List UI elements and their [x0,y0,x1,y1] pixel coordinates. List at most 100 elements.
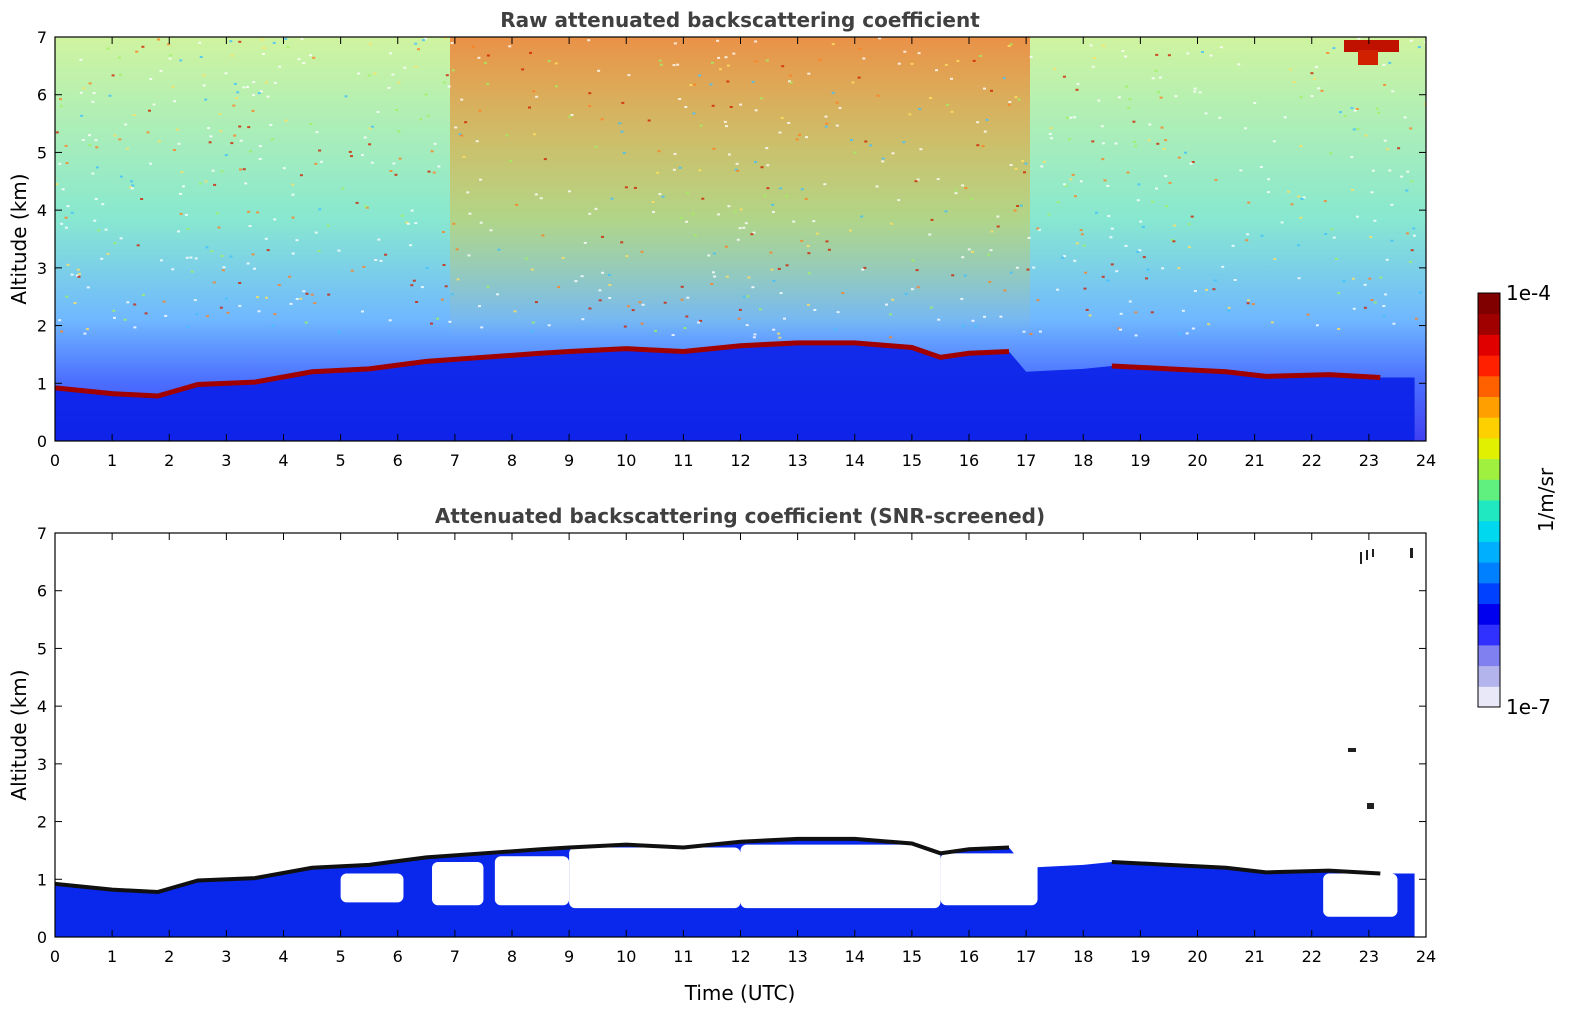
noise-speck [1218,116,1222,119]
noise-speck [1237,63,1241,66]
colorbar-segment [1478,644,1500,667]
bottom-panel-title: Attenuated backscattering coefficient (S… [435,504,1045,528]
top-x-tick-label: 15 [902,451,922,470]
top-heatmap-warm-region [450,37,1030,337]
noise-speck [1324,233,1328,236]
noise-speck [1036,299,1040,302]
noise-speck [656,171,660,174]
noise-speck [1379,276,1383,279]
noise-speck [259,90,263,93]
noise-speck [1117,96,1121,99]
noise-speck [891,298,895,301]
colorbar-segment [1478,562,1500,584]
noise-speck [738,227,742,230]
bot-x-tick-label: 11 [673,947,693,966]
noise-speck [83,332,87,335]
noise-speck [384,253,388,256]
noise-speck [838,107,842,110]
noise-speck [1326,52,1330,54]
noise-speck [987,253,990,256]
colorbar-segment [1478,603,1500,625]
noise-speck [249,150,252,153]
noise-speck [299,297,303,300]
noise-speck [202,84,206,87]
noise-speck [1290,203,1294,206]
noise-speck [1388,169,1392,172]
noise-speck [1015,266,1019,269]
bot-x-tick-label: 21 [1244,947,1264,966]
noise-speck [1332,47,1336,50]
noise-speck [202,74,206,77]
noise-speck [654,329,657,332]
noise-speck [1383,139,1387,142]
noise-speck [862,57,866,60]
noise-speck [850,139,853,141]
noise-speck [950,110,954,113]
noise-speck [770,268,774,271]
top-x-tick-label: 6 [393,451,403,470]
noise-speck [1390,239,1394,242]
noise-speck [988,280,992,283]
noise-speck [177,142,181,145]
noise-speck [1056,288,1060,291]
noise-speck [864,140,868,143]
noise-speck [66,205,70,208]
noise-speck [841,292,845,294]
noise-speck [568,115,572,118]
noise-speck [897,199,901,202]
noise-speck [1150,311,1154,314]
noise-speck [111,74,115,77]
colorbar-segment [1478,624,1500,646]
top-x-tick-label: 16 [959,451,979,470]
noise-speck [1136,251,1140,253]
bot-y-tick-label: 2 [37,813,47,832]
noise-speck [1382,305,1386,307]
noise-speck [189,256,193,259]
noise-speck [475,140,479,143]
noise-speck [1047,213,1051,216]
colorbar-segment [1478,582,1500,604]
noise-speck [273,81,277,84]
noise-speck [1205,288,1208,291]
noise-speck [860,215,864,218]
noise-speck [795,138,799,141]
noise-speck [1023,171,1026,174]
noise-speck [195,313,199,316]
noise-speck [395,109,399,112]
noise-speck [806,245,810,247]
noise-speck [1084,271,1088,274]
noise-speck [1017,98,1021,101]
noise-speck [1342,280,1346,283]
noise-speck [598,289,602,292]
noise-speck [379,259,383,262]
noise-speck [1139,220,1143,223]
bot-y-tick-label: 7 [37,524,47,543]
noise-speck [198,182,202,185]
noise-speck [836,311,840,314]
noise-speck [916,286,920,289]
screened-gap [940,853,1038,906]
noise-speck [140,198,144,200]
noise-speck [661,195,665,198]
noise-speck [1027,236,1031,239]
noise-speck [1088,314,1092,317]
noise-speck [419,118,423,121]
noise-speck [765,59,769,62]
top-x-tick-label: 23 [1359,451,1379,470]
bot-y-tick-label: 3 [37,755,47,774]
noise-speck [849,229,852,232]
noise-speck [739,208,743,211]
noise-speck [291,216,295,219]
noise-speck [1414,317,1418,320]
noise-speck [818,58,822,61]
top-y-tick-label: 5 [37,143,47,162]
noise-speck [737,317,741,320]
noise-speck [1207,323,1211,326]
noise-speck [693,234,697,237]
noise-speck [152,103,156,106]
noise-speck [136,244,140,247]
noise-speck [713,275,717,278]
noise-speck [131,184,135,187]
noise-speck [70,273,74,276]
